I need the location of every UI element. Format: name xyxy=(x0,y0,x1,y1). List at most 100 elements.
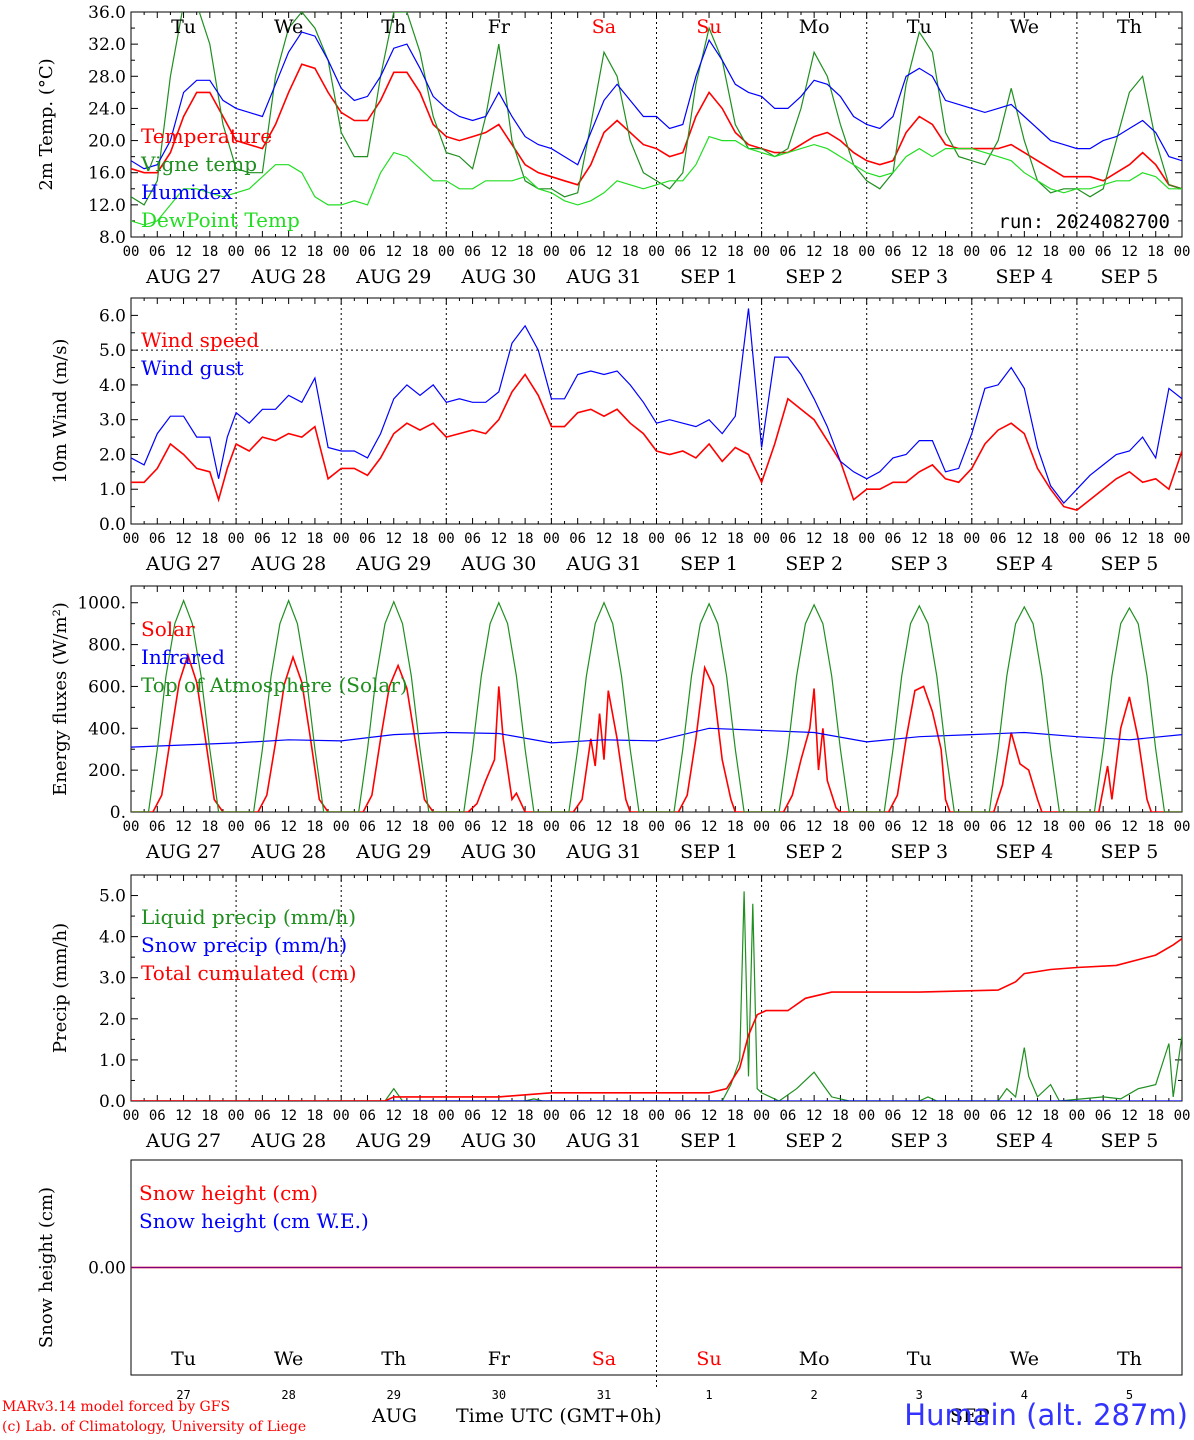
hour-label: 06 xyxy=(464,1108,481,1124)
hour-label: 06 xyxy=(569,531,586,547)
hour-label: 06 xyxy=(149,244,166,260)
date-label: AUG 29 xyxy=(355,1130,431,1152)
series-line-infrared xyxy=(131,727,1182,748)
hour-label: 18 xyxy=(412,244,429,260)
date-label: AUG 30 xyxy=(460,266,536,288)
hour-label: 18 xyxy=(412,819,429,835)
weekday-label: Su xyxy=(696,1348,721,1370)
hour-label: 12 xyxy=(806,819,823,835)
station-name: Humain (alt. 287m) xyxy=(904,1398,1188,1432)
chart-panel-2: 0.0 1.0 2.0 3.0 4.0 5.0 6.0 10m Wind (m/s) Wind … xyxy=(50,297,1191,575)
date-label: SEP 4 xyxy=(995,841,1053,863)
plot-frame xyxy=(130,297,1183,525)
hour-label: 12 xyxy=(596,244,613,260)
date-label: SEP 4 xyxy=(995,1130,1053,1152)
hour-label: 18 xyxy=(622,1108,639,1124)
day-number: 29 xyxy=(387,1388,401,1402)
hour-label: 00 xyxy=(123,1108,140,1124)
weekday-label: Th xyxy=(381,1348,406,1370)
hour-label: 06 xyxy=(990,531,1007,547)
hour-label: 18 xyxy=(1042,819,1059,835)
hour-label: 00 xyxy=(438,1108,455,1124)
hour-label: 06 xyxy=(990,1108,1007,1124)
hour-label: 00 xyxy=(858,819,875,835)
footer-model-text: MARv3.14 model forced by GFS xyxy=(2,1399,231,1415)
y-tick-label: 2.0 xyxy=(99,445,126,465)
series-line-dewpoint-temp xyxy=(131,135,1182,226)
day-number: 3 xyxy=(916,1388,923,1402)
hour-label: 12 xyxy=(175,1108,192,1124)
hour-label: 18 xyxy=(517,819,534,835)
hour-label: 12 xyxy=(1121,1108,1138,1124)
weekday-label: We xyxy=(274,1348,303,1370)
weekday-label: Mo xyxy=(799,1348,830,1370)
hour-label: 18 xyxy=(1042,531,1059,547)
y-tick-label: 0.0 xyxy=(99,1092,126,1112)
hour-label: 00 xyxy=(123,531,140,547)
y-tick-label: 32.0 xyxy=(88,35,126,55)
y-tick-label: 3.0 xyxy=(99,411,126,431)
hour-label: 18 xyxy=(412,1108,429,1124)
y-tick-label: 600. xyxy=(88,677,126,697)
hour-label: 18 xyxy=(201,531,218,547)
hour-label: 00 xyxy=(858,244,875,260)
hour-label: 00 xyxy=(1174,244,1191,260)
footer-month-sep: SEP xyxy=(950,1405,990,1427)
hour-label: 18 xyxy=(1042,244,1059,260)
hour-label: 06 xyxy=(779,531,796,547)
y-tick-label: 0.00 xyxy=(88,1259,126,1279)
legend-temperature: Temperature xyxy=(141,124,272,148)
legend-humidex: Humidex xyxy=(141,180,233,204)
date-label: AUG 27 xyxy=(145,841,221,863)
hour-label: 18 xyxy=(517,1108,534,1124)
series-line-wind-speed xyxy=(131,373,1182,511)
hour-label: 18 xyxy=(1147,244,1164,260)
hour-label: 12 xyxy=(911,819,928,835)
hour-label: 18 xyxy=(306,244,323,260)
hour-label: 18 xyxy=(832,1108,849,1124)
weekday-label: Su xyxy=(696,16,721,38)
date-label: SEP 3 xyxy=(890,1130,948,1152)
hour-label: 06 xyxy=(885,1108,902,1124)
weekday-label: Tu xyxy=(171,16,196,38)
weekday-label: Sa xyxy=(592,1348,616,1370)
run-label: run: 2024082700 xyxy=(998,211,1170,233)
date-label: SEP 1 xyxy=(680,266,738,288)
hour-label: 06 xyxy=(464,244,481,260)
weekday-label: We xyxy=(1010,1348,1039,1370)
hour-label: 06 xyxy=(254,819,271,835)
hour-label: 18 xyxy=(622,244,639,260)
y-tick-label: 800. xyxy=(88,636,126,656)
hour-label: 12 xyxy=(1016,531,1033,547)
hour-label: 12 xyxy=(701,244,718,260)
hour-label: 12 xyxy=(911,1108,928,1124)
date-label: SEP 3 xyxy=(890,553,948,575)
hour-label: 00 xyxy=(543,819,560,835)
date-label: AUG 28 xyxy=(250,1130,326,1152)
hour-label: 00 xyxy=(648,1108,665,1124)
y-tick-label: 1.0 xyxy=(99,480,126,500)
hour-label: 06 xyxy=(254,244,271,260)
hour-label: 06 xyxy=(254,531,271,547)
series-line-wind-gust xyxy=(131,308,1182,505)
weekday-label: Th xyxy=(1117,16,1142,38)
hour-label: 06 xyxy=(885,531,902,547)
date-label: SEP 1 xyxy=(680,553,738,575)
legend-infrared: Infrared xyxy=(141,645,225,669)
weekday-label: Sa xyxy=(592,16,616,38)
hour-label: 18 xyxy=(201,819,218,835)
hour-label: 00 xyxy=(1174,531,1191,547)
hour-label: 18 xyxy=(937,1108,954,1124)
y-tick-label: 4.0 xyxy=(99,928,126,948)
series-line-solar xyxy=(131,652,1182,812)
y-tick-label: 1.0 xyxy=(99,1051,126,1071)
hour-label: 18 xyxy=(937,819,954,835)
footer-month-aug: AUG xyxy=(372,1405,417,1427)
y-tick-label: 0. xyxy=(110,803,126,823)
hour-label: 00 xyxy=(123,819,140,835)
hour-label: 06 xyxy=(885,819,902,835)
y-tick-label: 36.0 xyxy=(88,3,126,23)
y-axis-label: Energy fluxes (W/m²) xyxy=(50,602,71,796)
hour-label: 00 xyxy=(333,531,350,547)
